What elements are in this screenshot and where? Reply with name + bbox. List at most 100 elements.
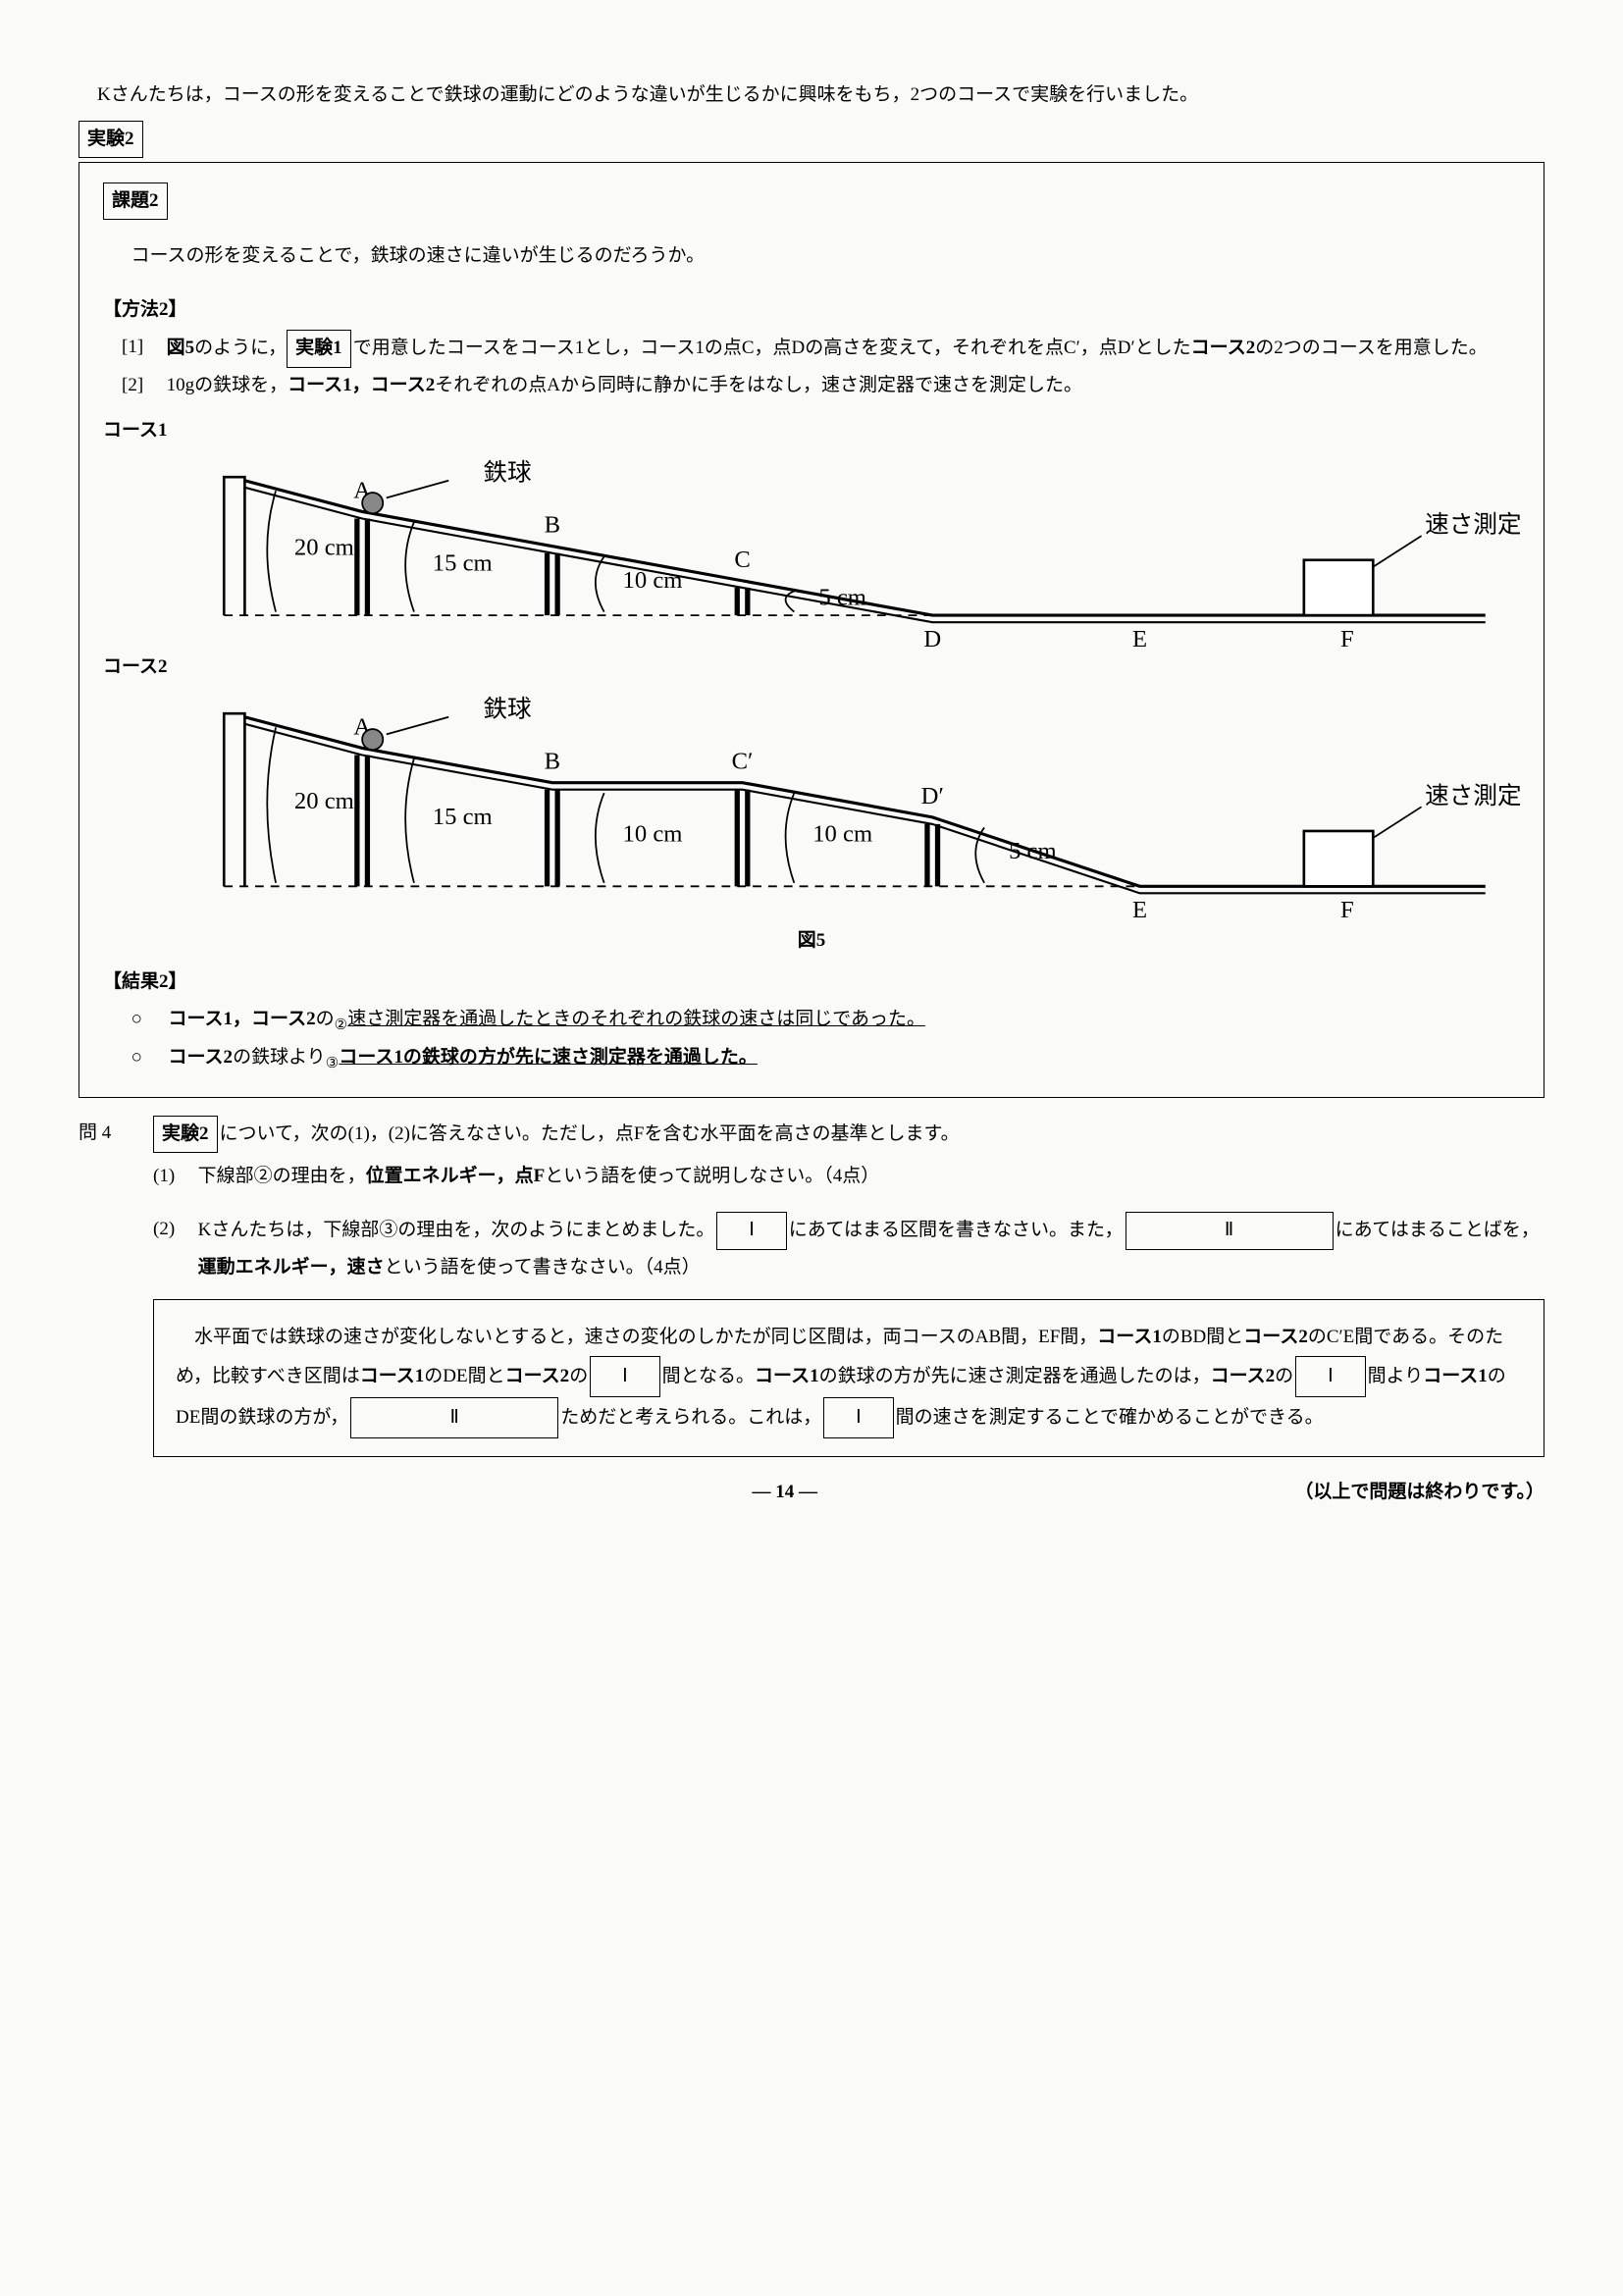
- exam-page: Kさんたちは，コースの形を変えることで鉄球の運動にどのような違いが生じるかに興味…: [79, 78, 1544, 1510]
- sub1-body: 下線部②の理由を，位置エネルギー，点Fという語を使って説明しなさい。（4点）: [198, 1159, 1544, 1194]
- bt-p1: 水平面では鉄球の速さが変化しないとすると，速さの変化のしかたが同じ区間は，両コー…: [194, 1327, 1097, 1347]
- bt-p12: 間の速さを測定することで確かめることができる。: [896, 1407, 1324, 1428]
- bt-c1a: コース1: [1097, 1327, 1162, 1347]
- result-list: ○ コース1，コース2の②速さ測定器を通過したときのそれぞれの鉄球の速さは同じで…: [131, 1002, 1521, 1077]
- course2-diagram: 20 cm15 cm10 cm10 cm5 cmABC′D′EF鉄球速さ測定器: [103, 679, 1520, 921]
- page-footer: — 14 — （以上で問題は終わりです。）: [79, 1475, 1544, 1510]
- svg-text:20 cm: 20 cm: [294, 534, 354, 560]
- s2-d: という語を使って書きなさい。（4点）: [385, 1257, 701, 1278]
- bt-c2c: コース2: [1211, 1366, 1276, 1386]
- s1-bold: 位置エネルギー，点F: [366, 1166, 546, 1186]
- bt-p11: ためだと考えられる。これは，: [560, 1407, 821, 1428]
- bullet-icon: ○: [131, 1040, 169, 1078]
- m2-b: それぞれの点Aから同時に静かに手をはなし，速さ測定器で速さを測定した。: [435, 375, 1082, 395]
- q4-body: 実験2について，次の(1)，(2)に答えなさい。ただし，点Fを含む水平面を高さの…: [153, 1116, 1544, 1284]
- svg-text:速さ測定器: 速さ測定器: [1425, 782, 1520, 809]
- sub3-mark: ③: [326, 1054, 340, 1070]
- method-body-1: 図5のように，実験1で用意したコースをコース1とし，コース1の点C，点Dの高さを…: [167, 330, 1520, 367]
- task2-text: コースの形を変えることで，鉄球の速さに違いが生じるのだろうか。: [131, 238, 1521, 274]
- svg-text:鉄球: 鉄球: [483, 696, 532, 723]
- m1-c: の2つのコースを用意した。: [1255, 338, 1488, 358]
- course1-diagram: 20 cm15 cm10 cm5 cmABCDEF鉄球速さ測定器: [103, 443, 1520, 650]
- q4-lead: について，次の(1)，(2)に答えなさい。ただし，点Fを含む水平面を高さの基準と…: [220, 1123, 960, 1144]
- end-note: （以上で問題は終わりです。）: [1294, 1475, 1544, 1510]
- bt-p9: 間より: [1368, 1366, 1424, 1386]
- bullet-icon: ○: [131, 1002, 169, 1040]
- bt-p6: 間となる。: [662, 1366, 755, 1386]
- q4-sub2: (2) Kさんたちは，下線部③の理由を，次のようにまとめました。Ⅰにあてはまる区…: [153, 1212, 1544, 1284]
- r2-c: コース1の鉄球の方が先に速さ測定器を通過した。: [339, 1047, 758, 1068]
- result2-text: コース2の鉄球より③コース1の鉄球の方が先に速さ測定器を通過した。: [169, 1040, 758, 1078]
- s1-tail: という語を使って説明しなさい。（4点）: [545, 1166, 879, 1186]
- svg-text:F: F: [1340, 626, 1354, 651]
- svg-text:B: B: [545, 511, 560, 538]
- r2-b: の鉄球より: [233, 1047, 326, 1068]
- method-body-2: 10gの鉄球を，コース1，コース2それぞれの点Aから同時に静かに手をはなし，速さ…: [167, 368, 1520, 403]
- svg-text:C′: C′: [732, 749, 754, 775]
- bt-p2: のBD間と: [1162, 1327, 1243, 1347]
- bt-c1c: コース1: [755, 1366, 819, 1386]
- svg-text:鉄球: 鉄球: [483, 458, 532, 486]
- s2-c: にあてはまることばを，: [1335, 1220, 1540, 1240]
- method-num-2: [2]: [122, 368, 167, 403]
- q4-num: 問 4: [79, 1116, 153, 1284]
- svg-text:5 cm: 5 cm: [818, 584, 866, 610]
- method2-head: 【方法2】: [103, 292, 1520, 328]
- r1-c: 速さ測定器を通過したときのそれぞれの鉄球の速さは同じであった。: [347, 1009, 925, 1029]
- svg-text:速さ測定器: 速さ測定器: [1425, 510, 1520, 538]
- svg-text:10 cm: 10 cm: [812, 821, 872, 848]
- fig5-caption: 図5: [103, 923, 1520, 959]
- intro-paragraph: Kさんたちは，コースの形を変えることで鉄球の運動にどのような違いが生じるかに興味…: [79, 78, 1544, 113]
- bt-p8: の: [1275, 1366, 1293, 1386]
- bt-p7: の鉄球の方が先に速さ測定器を通過したのは，: [819, 1366, 1211, 1386]
- method-item-1: [1] 図5のように，実験1で用意したコースをコース1とし，コース1の点C，点D…: [122, 330, 1520, 367]
- exp1-ref: 実験1: [287, 330, 351, 367]
- fig5-ref: 図5: [167, 338, 195, 358]
- r2-a: コース2: [169, 1047, 234, 1068]
- result-row-2: ○ コース2の鉄球より③コース1の鉄球の方が先に速さ測定器を通過した。: [131, 1040, 1521, 1078]
- blank-I-4: Ⅰ: [823, 1397, 893, 1438]
- svg-text:D: D: [923, 626, 941, 651]
- question-4: 問 4 実験2について，次の(1)，(2)に答えなさい。ただし，点Fを含む水平面…: [79, 1116, 1544, 1284]
- s1-a: 下線部②の理由を，: [198, 1166, 366, 1186]
- svg-text:F: F: [1340, 897, 1354, 921]
- course2-bold: コース2: [1191, 338, 1256, 358]
- svg-text:15 cm: 15 cm: [433, 804, 493, 830]
- svg-text:B: B: [545, 749, 560, 775]
- method-item-2: [2] 10gの鉄球を，コース1，コース2それぞれの点Aから同時に静かに手をはな…: [122, 368, 1520, 403]
- m1-b: で用意したコースをコース1とし，コース1の点C，点Dの高さを変えて，それぞれを点…: [353, 338, 1191, 358]
- result1-text: コース1，コース2の②速さ測定器を通過したときのそれぞれの鉄球の速さは同じであっ…: [169, 1002, 926, 1040]
- sub1-num: (1): [153, 1159, 198, 1194]
- bt-c1b: コース1: [360, 1366, 425, 1386]
- sub2-body: Kさんたちは，下線部③の理由を，次のようにまとめました。Ⅰにあてはまる区間を書き…: [198, 1212, 1544, 1284]
- sub2-mark: ②: [335, 1017, 348, 1033]
- blank-I-3: Ⅰ: [1295, 1356, 1365, 1397]
- svg-text:E: E: [1132, 897, 1147, 921]
- bt-c2b: コース2: [505, 1366, 570, 1386]
- blank-I: Ⅰ: [716, 1212, 786, 1249]
- bt-c1d: コース1: [1423, 1366, 1488, 1386]
- exp2-label: 実験2: [79, 121, 143, 158]
- svg-text:C: C: [734, 547, 750, 573]
- svg-text:D′: D′: [921, 783, 944, 809]
- exp2-heading-row: 実験2: [79, 121, 1544, 158]
- experiment-box: 課題2 コースの形を変えることで，鉄球の速さに違いが生じるのだろうか。 【方法2…: [79, 162, 1544, 1098]
- course12-bold: コース1，コース2: [288, 375, 435, 395]
- page-number: — 14 —: [275, 1475, 1294, 1510]
- svg-text:15 cm: 15 cm: [433, 549, 493, 576]
- m1-a: のように，: [194, 338, 287, 358]
- r1-a: コース1，コース2: [169, 1009, 316, 1029]
- s2-bold: 運動エネルギー，速さ: [198, 1257, 385, 1278]
- blank-II-2: Ⅱ: [350, 1397, 558, 1438]
- result-row-1: ○ コース1，コース2の②速さ測定器を通過したときのそれぞれの鉄球の速さは同じで…: [131, 1002, 1521, 1040]
- s2-a: Kさんたちは，下線部③の理由を，次のようにまとめました。: [198, 1220, 715, 1240]
- svg-text:5 cm: 5 cm: [1009, 838, 1057, 864]
- task2-row: 課題2: [103, 183, 1520, 220]
- s2-b: にあてはまる区間を書きなさい。また，: [789, 1220, 1124, 1240]
- svg-text:10 cm: 10 cm: [623, 821, 683, 848]
- r1-b: の: [316, 1009, 335, 1029]
- blank-II: Ⅱ: [1126, 1212, 1334, 1249]
- summary-box: 水平面では鉄球の速さが変化しないとすると，速さの変化のしかたが同じ区間は，両コー…: [153, 1299, 1544, 1458]
- method-num-1: [1]: [122, 330, 167, 367]
- bt-c2a: コース2: [1243, 1327, 1308, 1347]
